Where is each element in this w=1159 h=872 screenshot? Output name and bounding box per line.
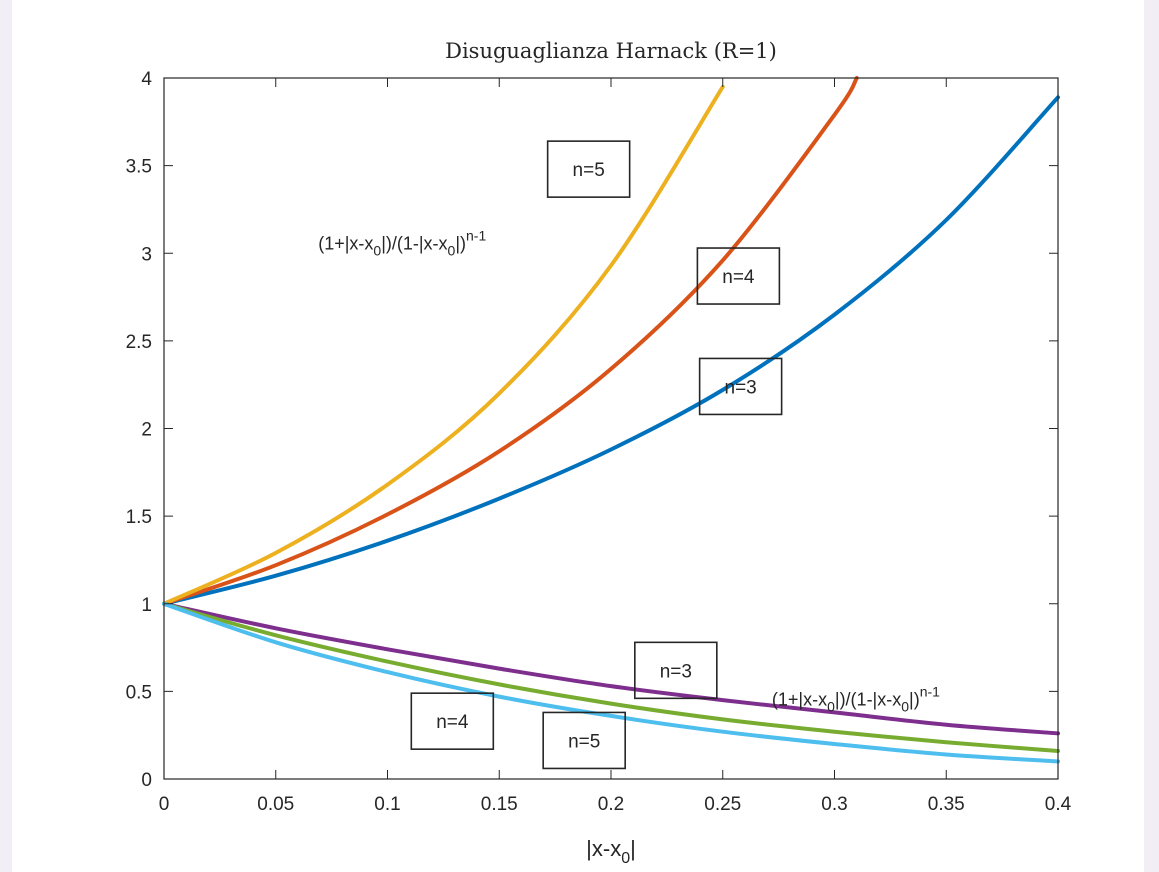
annotation-box: n=5 bbox=[546, 140, 631, 198]
formula-part: |) bbox=[909, 689, 920, 709]
annotation-box: n=4 bbox=[696, 247, 781, 305]
series-line-upper-n3 bbox=[162, 95, 1060, 606]
annotation-box: n=5 bbox=[542, 711, 626, 770]
y-tick-label: 4 bbox=[141, 69, 152, 90]
x-axis-label: |x-x0| bbox=[586, 836, 636, 867]
formula-part: |)/(1-|x-x bbox=[381, 234, 447, 254]
annotation-frame bbox=[410, 692, 495, 750]
formula-part: n-1 bbox=[920, 683, 940, 699]
annotations-layer: n=5n=4n=3n=3n=4n=5(1+|x-x0|)/(1-|x-x0|)n… bbox=[318, 140, 940, 770]
annotation-label: n=4 bbox=[436, 712, 469, 733]
annotation-box: n=3 bbox=[698, 357, 783, 416]
annotation-frame bbox=[696, 247, 781, 305]
x-tick-label: 0.2 bbox=[598, 794, 624, 815]
x-axis-label-sub: 0 bbox=[621, 850, 630, 867]
harnack-plot: 0 0.05 0.1 0.15 0.2 0.25 0.3 0.35 0.4 0 0.5 1 1.5 2 2.… bbox=[126, 39, 1072, 867]
series-line-lower-n4 bbox=[162, 601, 1060, 753]
x-tick-label: 0.3 bbox=[821, 794, 847, 815]
annotation-label: n=5 bbox=[568, 731, 600, 752]
formula-part: 0 bbox=[448, 243, 456, 259]
x-tick-label: 0.05 bbox=[257, 794, 294, 815]
formula-part: |)/(1-|x-x bbox=[835, 689, 901, 709]
x-tick-label: 0 bbox=[159, 794, 170, 815]
series-line-lower-n3 bbox=[162, 601, 1060, 736]
formula-part: 0 bbox=[373, 243, 381, 259]
chart-title: Disuguaglianza Harnack (R=1) bbox=[445, 39, 777, 63]
annotation-label: n=5 bbox=[573, 160, 605, 181]
y-tick-label: 3 bbox=[141, 244, 152, 265]
formula-part: n-1 bbox=[466, 228, 486, 244]
formula-label: (1+|x-x0|)/(1-|x-x0|)n-1 bbox=[318, 228, 486, 259]
x-tick-label: 0.4 bbox=[1045, 794, 1072, 815]
y-tick-label: 0 bbox=[141, 770, 152, 791]
x-axis-label-tail: | bbox=[630, 836, 636, 861]
figure: 0 0.05 0.1 0.15 0.2 0.25 0.3 0.35 0.4 0 0.5 1 1.5 2 2.… bbox=[12, 0, 1144, 872]
annotation-label: n=4 bbox=[722, 267, 755, 288]
annotation-frame bbox=[698, 357, 783, 416]
annotation-box: n=4 bbox=[410, 692, 495, 750]
formula-label: (1+|x-x0|)/(1-|x-x0|)n-1 bbox=[772, 683, 940, 714]
y-tick-label: 1 bbox=[141, 595, 152, 616]
formula-part: 0 bbox=[901, 698, 909, 714]
formula-part: (1+|x-x bbox=[772, 689, 827, 709]
annotation-frame bbox=[542, 711, 626, 770]
ticks-layer: 0 0.05 0.1 0.15 0.2 0.25 0.3 0.35 0.4 0 0.5 1 1.5 2 2.… bbox=[126, 69, 1072, 815]
formula-part: (1+|x-x bbox=[318, 234, 373, 254]
y-tick-label: 2.5 bbox=[126, 332, 152, 353]
y-tick-label: 0.5 bbox=[126, 682, 152, 703]
series-line-lower-n5 bbox=[162, 601, 1060, 764]
series-line-upper-n5 bbox=[162, 84, 725, 606]
y-tick-label: 1.5 bbox=[126, 507, 152, 528]
x-tick-label: 0.15 bbox=[481, 794, 518, 815]
y-tick-label: 2 bbox=[141, 420, 152, 441]
x-axis-label-main: |x-x bbox=[586, 836, 621, 861]
annotation-label: n=3 bbox=[725, 377, 757, 398]
x-tick-label: 0.25 bbox=[704, 794, 741, 815]
curves-layer bbox=[162, 76, 1060, 764]
x-tick-label: 0.35 bbox=[928, 794, 965, 815]
annotation-box: n=3 bbox=[634, 641, 718, 700]
series-line-upper-n4 bbox=[162, 76, 859, 606]
formula-part: 0 bbox=[827, 698, 835, 714]
formula-part: |) bbox=[455, 234, 466, 254]
y-tick-label: 3.5 bbox=[126, 157, 152, 178]
x-tick-label: 0.1 bbox=[374, 794, 400, 815]
annotation-frame bbox=[546, 140, 631, 198]
annotation-label: n=3 bbox=[660, 661, 692, 682]
annotation-frame bbox=[634, 641, 718, 700]
axes-box bbox=[163, 77, 1059, 780]
